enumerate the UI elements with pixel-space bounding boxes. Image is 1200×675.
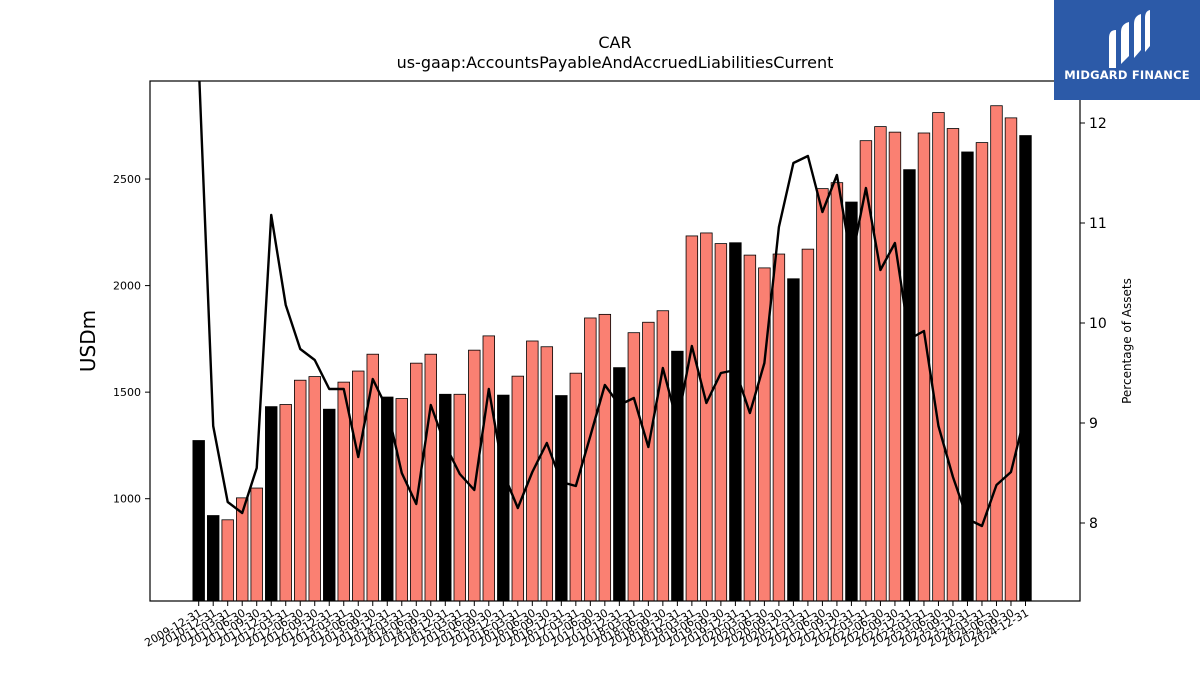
- bar-2016-12-31: [555, 395, 568, 602]
- bar-2018-12-31: [671, 350, 684, 602]
- bar-2017-09-30: [598, 313, 612, 602]
- y-axis-left: 1000 1500 2000 2500: [113, 173, 150, 506]
- bar-2023-09-30: [946, 128, 960, 602]
- y-axis-label: USDm: [76, 310, 100, 372]
- bar-2019-12-31: [729, 242, 742, 602]
- midgard-logo-icon: [1109, 10, 1150, 68]
- y-axis-right: 8 9 10 11 12: [1080, 116, 1107, 532]
- bar-2011-09-30: [250, 487, 263, 602]
- bar-2022-12-31: [903, 169, 916, 602]
- bar-2011-03-31: [221, 519, 234, 602]
- bar-2015-03-31: [453, 393, 466, 602]
- bar-2021-09-30: [830, 182, 844, 602]
- bar-2023-12-31: [961, 151, 974, 602]
- bar-2015-06-30: [468, 349, 481, 602]
- x-axis: 2009-12-312010-12-312011-03-312011-06-30…: [142, 601, 1031, 650]
- brand-logo: MIDGARD FINANCE: [1054, 0, 1200, 100]
- bar-2012-12-31: [323, 408, 336, 602]
- y2-tick-label: 11: [1089, 216, 1107, 232]
- bar-2019-06-30: [700, 232, 713, 602]
- bar-2018-06-30: [642, 321, 655, 602]
- bar-2024-03-31: [975, 142, 989, 602]
- bar-2012-03-31: [279, 404, 292, 602]
- y2-tick-label: 9: [1089, 416, 1098, 432]
- bar-2020-12-31: [787, 278, 800, 602]
- bars-layer: [192, 105, 1032, 602]
- bar-2015-12-31: [497, 394, 510, 602]
- line-layer: [198, 81, 1027, 528]
- y-tick-label: 2500: [113, 173, 141, 186]
- bar-2016-03-31: [511, 375, 525, 602]
- bar-2020-03-31: [743, 254, 757, 602]
- bar-2024-12-31: [1019, 135, 1032, 602]
- bar-2014-12-31: [439, 393, 452, 602]
- bar-2024-06-30: [990, 105, 1003, 602]
- bar-2011-12-31: [265, 406, 278, 602]
- bar-2017-06-30: [584, 317, 597, 602]
- y2-axis-label: Percentage of Assets: [1120, 278, 1134, 404]
- bar-2021-06-30: [816, 188, 829, 602]
- bar-2013-06-30: [352, 370, 365, 602]
- bar-2014-09-30: [424, 353, 437, 602]
- bar-2023-06-30: [932, 112, 945, 602]
- bar-2022-09-30: [888, 131, 902, 602]
- bar-2024-09-30: [1004, 117, 1018, 602]
- y-tick-label: 1500: [113, 386, 141, 399]
- bar-2013-09-30: [366, 353, 379, 602]
- y2-tick-label: 10: [1089, 316, 1107, 332]
- bar-2021-03-31: [801, 248, 815, 602]
- bar-2015-09-30: [482, 335, 496, 602]
- bar-2013-03-31: [337, 381, 350, 602]
- bar-2022-06-30: [874, 126, 887, 602]
- bar-2018-09-30: [656, 310, 670, 602]
- bar-2014-03-31: [395, 398, 408, 602]
- y2-tick-label: 8: [1089, 516, 1098, 532]
- bar-2009-12-31: [192, 440, 205, 602]
- bar-2018-03-31: [627, 332, 641, 602]
- brand-name: MIDGARD FINANCE: [1064, 68, 1190, 82]
- pct-assets-line: [198, 81, 1027, 528]
- bar-2012-06-30: [294, 379, 307, 602]
- bar-2020-09-30: [772, 253, 786, 602]
- chart-subtitle: us-gaap:AccountsPayableAndAccruedLiabili…: [396, 53, 834, 72]
- plot-frame: [149, 80, 1081, 602]
- y-tick-label: 1000: [113, 493, 141, 506]
- bar-2010-12-31: [206, 515, 220, 602]
- bar-2019-09-30: [714, 243, 728, 602]
- bar-2016-09-30: [540, 346, 554, 602]
- y2-tick-label: 12: [1089, 116, 1107, 132]
- bar-2019-03-31: [685, 235, 699, 602]
- chart-title: CAR: [598, 33, 632, 52]
- y-tick-label: 2000: [113, 280, 141, 293]
- bar-2023-03-31: [917, 132, 931, 602]
- bar-2012-09-30: [308, 376, 321, 602]
